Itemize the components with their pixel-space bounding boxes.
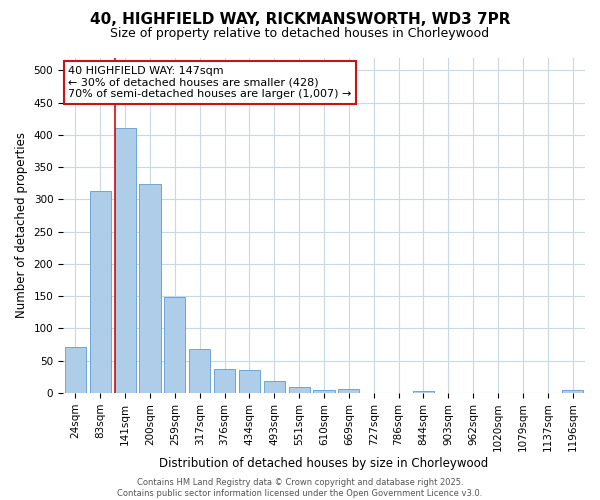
Bar	[562, 390, 583, 393]
Bar	[289, 386, 310, 393]
Bar	[413, 391, 434, 393]
Bar	[90, 191, 111, 393]
Bar	[338, 389, 359, 393]
Text: Size of property relative to detached houses in Chorleywood: Size of property relative to detached ho…	[110, 28, 490, 40]
X-axis label: Distribution of detached houses by size in Chorleywood: Distribution of detached houses by size …	[160, 457, 488, 470]
Bar	[239, 370, 260, 393]
Bar	[189, 349, 210, 393]
Bar	[313, 390, 335, 393]
Bar	[65, 346, 86, 393]
Y-axis label: Number of detached properties: Number of detached properties	[15, 132, 28, 318]
Bar	[164, 298, 185, 393]
Text: Contains HM Land Registry data © Crown copyright and database right 2025.
Contai: Contains HM Land Registry data © Crown c…	[118, 478, 482, 498]
Text: 40, HIGHFIELD WAY, RICKMANSWORTH, WD3 7PR: 40, HIGHFIELD WAY, RICKMANSWORTH, WD3 7P…	[90, 12, 510, 28]
Bar	[264, 382, 285, 393]
Bar	[214, 369, 235, 393]
Bar	[139, 184, 161, 393]
Bar	[115, 128, 136, 393]
Text: 40 HIGHFIELD WAY: 147sqm
← 30% of detached houses are smaller (428)
70% of semi-: 40 HIGHFIELD WAY: 147sqm ← 30% of detach…	[68, 66, 352, 99]
